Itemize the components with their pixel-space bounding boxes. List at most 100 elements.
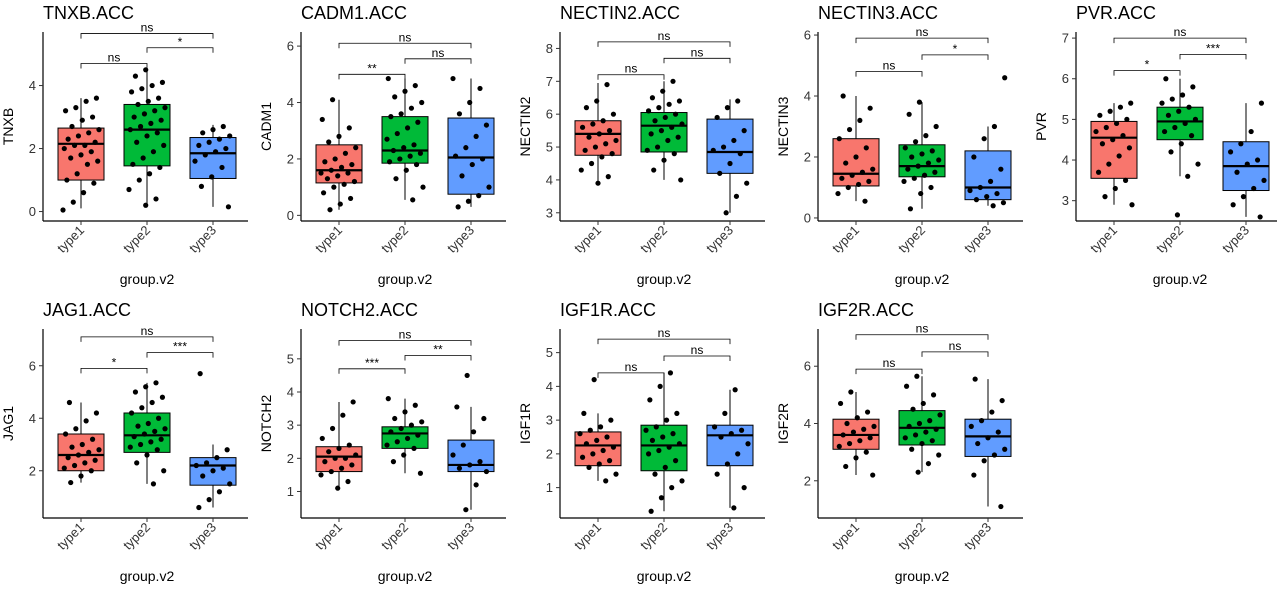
data-point: [419, 99, 425, 106]
significance-label: ns: [691, 343, 704, 357]
data-point: [658, 128, 665, 134]
data-point: [349, 161, 355, 168]
data-point: [1174, 212, 1181, 218]
data-point: [658, 495, 665, 501]
comparison-bracket: ***: [146, 340, 214, 358]
data-point: [936, 452, 942, 458]
data-point: [1185, 173, 1191, 179]
data-point: [153, 380, 159, 386]
data-point: [223, 145, 229, 152]
y-tick-label: 2: [804, 473, 811, 488]
significance-label: ns: [1174, 25, 1187, 39]
x-tick-label: type3: [1219, 223, 1252, 256]
data-point: [679, 478, 685, 484]
data-point: [1102, 194, 1108, 200]
data-point: [654, 144, 661, 150]
x-tick-label: type1: [54, 520, 87, 553]
data-point: [479, 156, 486, 162]
data-point: [145, 98, 151, 104]
data-point: [140, 155, 146, 161]
data-point: [152, 108, 158, 114]
panel-nectin2-acc: NECTIN2.ACC 3 4 5 6 7 8 NECTIN2 ns ns ns type1 type2…: [517, 3, 765, 287]
bracket-line: [80, 33, 214, 39]
data-point: [483, 122, 490, 128]
data-point: [159, 79, 166, 85]
data-point: [594, 437, 600, 443]
data-point: [843, 160, 849, 166]
data-point: [981, 458, 987, 464]
data-point: [863, 449, 869, 455]
data-point: [322, 159, 328, 165]
box-rect: [640, 112, 688, 153]
data-point: [463, 145, 469, 151]
data-point: [1106, 161, 1112, 167]
x-tick-label: type1: [829, 520, 862, 553]
data-point: [853, 455, 859, 461]
data-point: [450, 452, 456, 458]
comparison-bracket: **: [338, 61, 406, 80]
data-point: [62, 431, 69, 437]
y-axis-label: IGF1R: [517, 403, 533, 444]
data-point: [60, 207, 66, 213]
comparison-bracket: ns: [338, 328, 472, 346]
data-point: [727, 160, 733, 167]
comparison-bracket: ns: [855, 59, 923, 77]
data-point: [998, 503, 1004, 510]
data-point: [925, 160, 932, 166]
data-point: [1000, 200, 1007, 206]
data-point: [929, 438, 935, 444]
data-point: [224, 447, 230, 453]
y-tick-label: 4: [29, 78, 36, 93]
data-point: [455, 204, 461, 210]
y-axis-label: CADM1: [258, 102, 274, 151]
bracket-line: [1179, 53, 1247, 60]
panel-tnxb-acc: TNXB.ACC 0 2 4 TNXB ns * ns type1 type2 type3 group…: [0, 3, 248, 287]
y-tick-label: 6: [546, 107, 553, 122]
y-tick-label: 7: [546, 74, 553, 89]
data-point: [840, 432, 846, 438]
data-point: [464, 372, 470, 379]
data-point: [196, 504, 202, 511]
y-tick-label: 2: [287, 151, 294, 166]
data-point: [200, 130, 206, 136]
bracket-line: [338, 73, 406, 80]
data-point: [921, 172, 928, 178]
data-point: [332, 455, 338, 461]
x-tick-label: type3: [444, 520, 477, 553]
data-point: [843, 463, 849, 470]
data-point: [139, 86, 145, 92]
data-point: [150, 149, 157, 155]
data-point: [610, 444, 617, 450]
data-point: [968, 423, 974, 429]
data-point: [925, 460, 932, 467]
box-type2: [640, 372, 688, 512]
data-point: [135, 101, 141, 108]
y-tick-label: 6: [804, 359, 811, 374]
data-point: [985, 435, 991, 441]
data-point: [670, 78, 676, 84]
x-tick-label: type2: [895, 520, 928, 553]
data-point: [73, 105, 79, 111]
data-point: [1093, 128, 1099, 135]
data-point: [1168, 149, 1174, 155]
data-point: [456, 465, 463, 471]
y-tick-label: 3: [1062, 193, 1069, 208]
comparison-bracket: ns: [855, 322, 989, 340]
data-point: [866, 178, 872, 184]
data-point: [408, 422, 415, 428]
data-point: [132, 389, 139, 395]
data-point: [135, 423, 141, 429]
data-point: [597, 424, 604, 430]
data-point: [410, 197, 416, 203]
data-point: [1159, 100, 1165, 106]
data-point: [595, 180, 601, 186]
significance-label: ns: [658, 326, 671, 340]
data-point: [669, 124, 675, 130]
data-point: [600, 118, 606, 124]
x-tick-label: type1: [312, 520, 345, 553]
bracket-line: [1113, 70, 1181, 76]
data-point: [923, 429, 929, 435]
data-point: [972, 376, 978, 382]
y-tick-label: 3: [546, 413, 553, 428]
panel-title: NOTCH2.ACC: [301, 300, 418, 320]
